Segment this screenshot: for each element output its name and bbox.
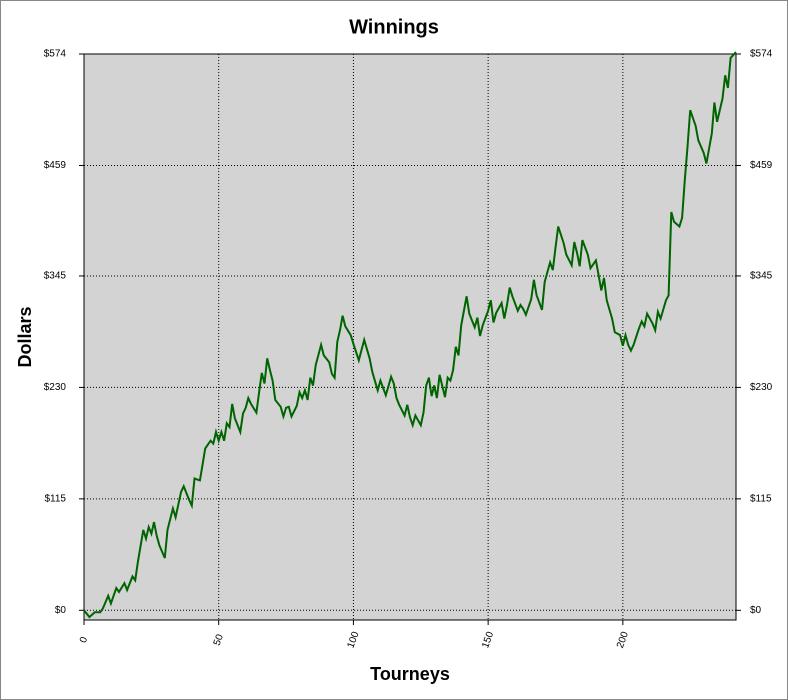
y2-tick-label: $230	[750, 382, 773, 393]
plot-area	[83, 53, 737, 621]
y2-tick-label: $574	[750, 49, 773, 60]
y-axis-title: Dollars	[15, 306, 35, 367]
y2-tick-label: $0	[750, 605, 762, 616]
y-tick-label: $230	[44, 382, 67, 393]
y-tick-label: $345	[44, 271, 67, 282]
x-tick-label: 50	[212, 633, 226, 648]
y-tick-label: $0	[55, 605, 67, 616]
x-axis-title: Tourneys	[370, 664, 450, 684]
y2-tick-label: $345	[750, 271, 773, 282]
x-tick-label: 0	[78, 635, 90, 644]
y2-tick-label: $115	[750, 493, 772, 504]
y-tick-label: $574	[44, 49, 67, 60]
chart-title: Winnings	[349, 16, 439, 38]
y2-tick-label: $459	[750, 160, 773, 171]
y-tick-label: $115	[44, 493, 66, 504]
y-tick-label: $459	[44, 160, 67, 171]
line	[83, 51, 737, 619]
